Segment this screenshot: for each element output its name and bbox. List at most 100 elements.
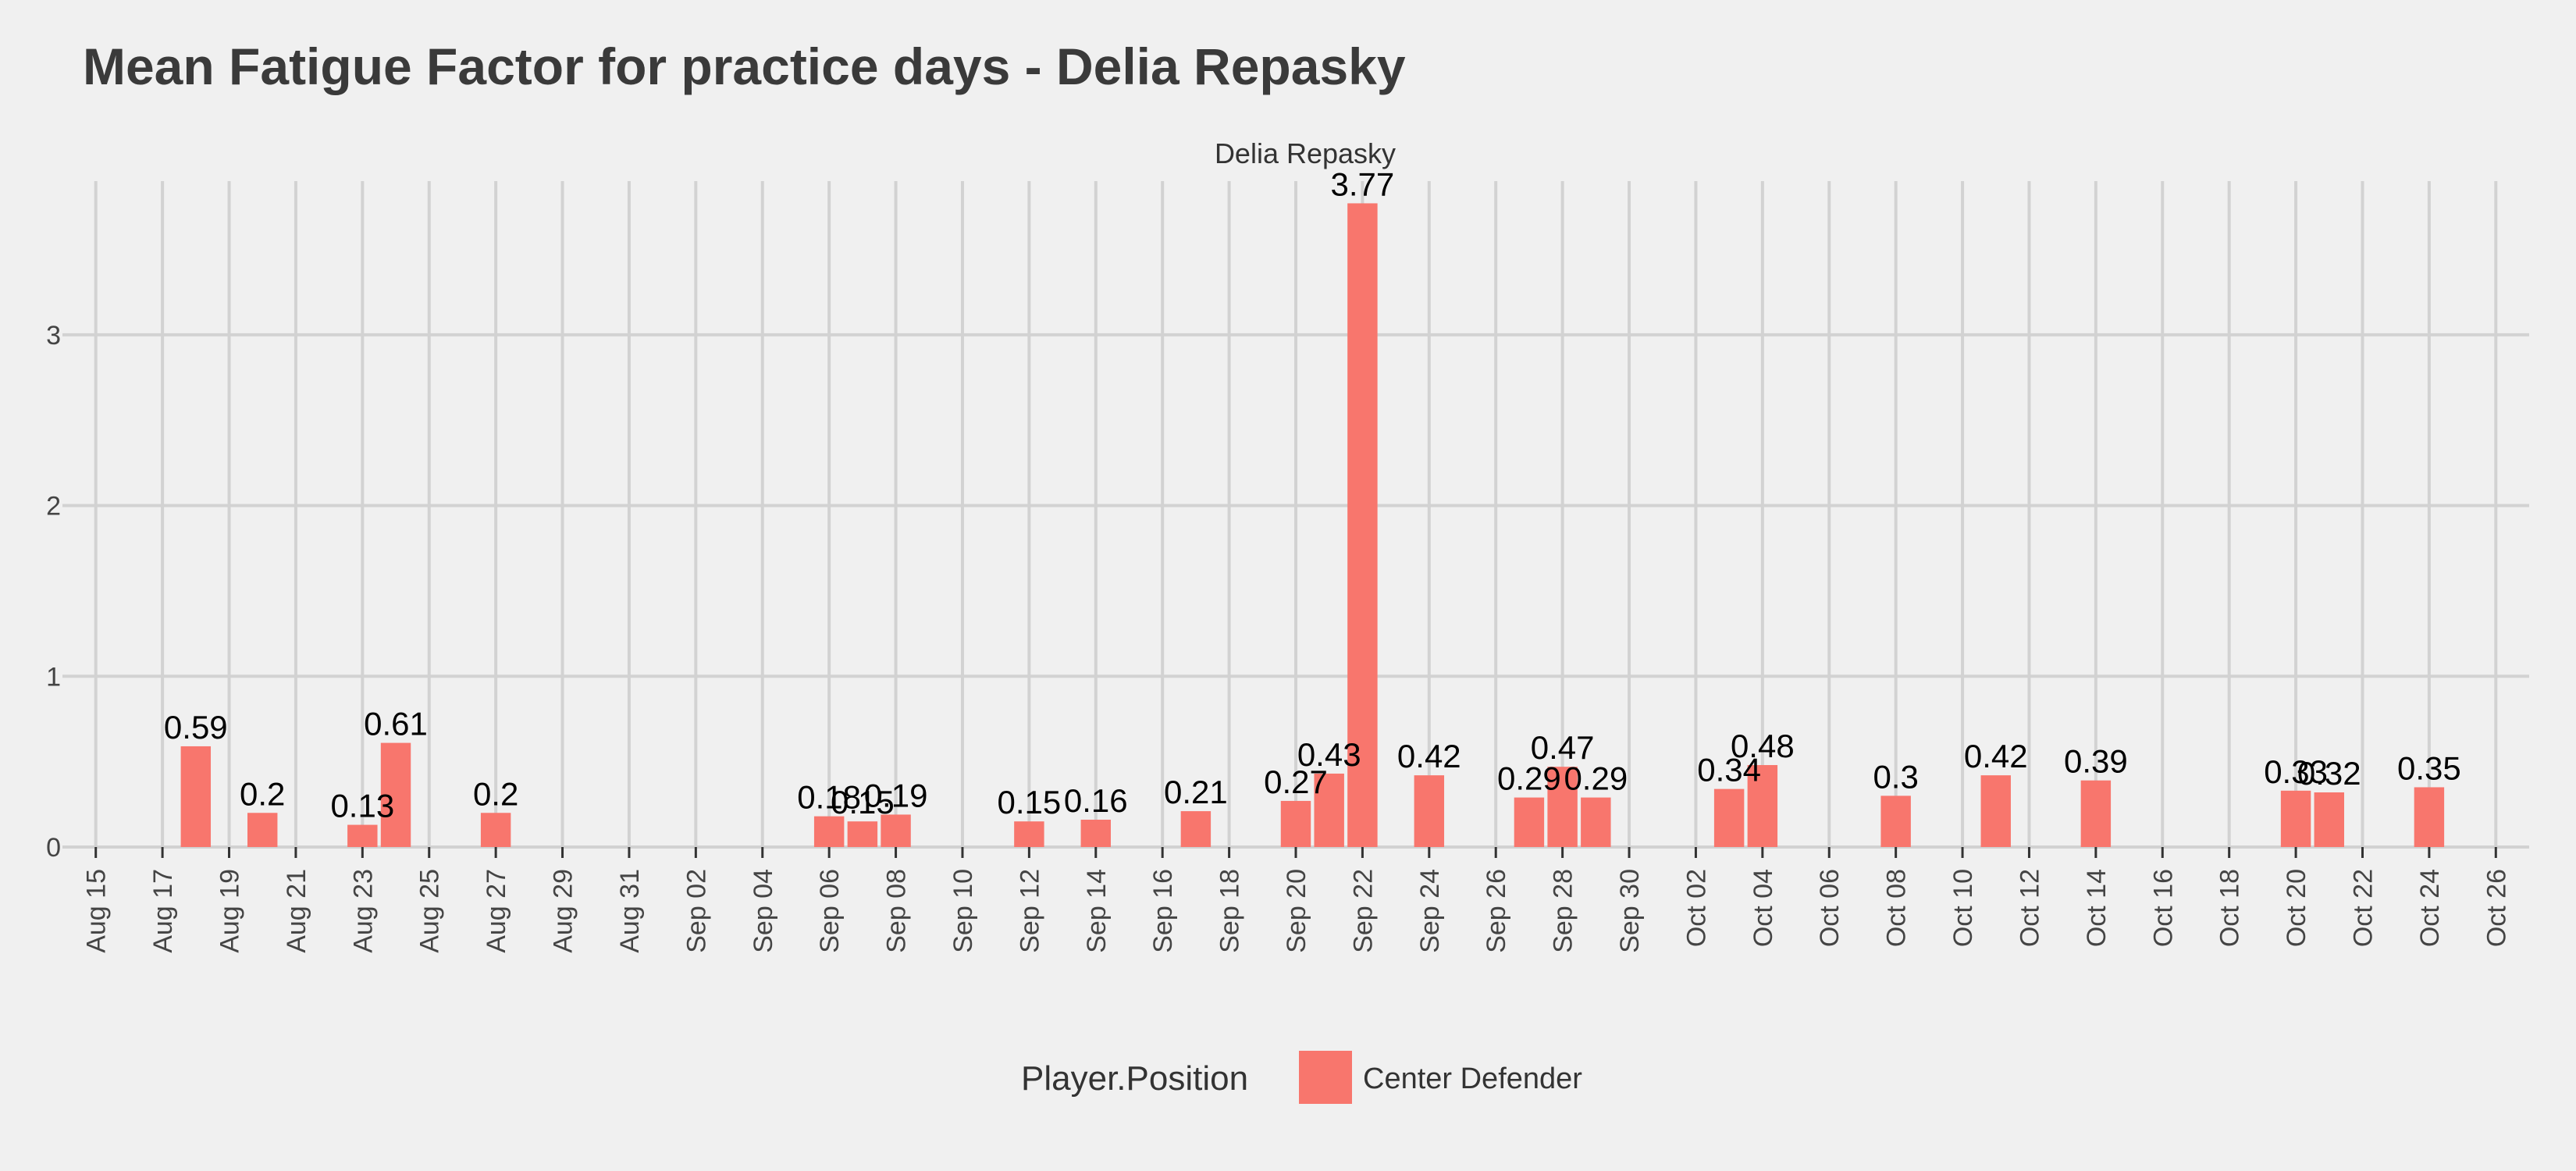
data-label: 0.18 xyxy=(797,779,861,816)
x-tick-label: Aug 19 xyxy=(215,869,245,953)
bar xyxy=(480,813,511,847)
bar xyxy=(1547,767,1578,847)
x-tick-label: Oct 14 xyxy=(2082,869,2112,947)
x-tick-label: Aug 25 xyxy=(415,869,445,953)
data-label: 0.21 xyxy=(1164,774,1228,810)
data-label: 0.34 xyxy=(1697,752,1761,788)
bar xyxy=(1347,203,1378,847)
y-tick-label: 3 xyxy=(46,321,61,351)
data-label: 0.29 xyxy=(1497,760,1561,797)
bar xyxy=(1180,811,1212,847)
data-label: 0.29 xyxy=(1564,760,1628,797)
x-tick-label: Oct 08 xyxy=(1882,869,1912,947)
x-tick-label: Sep 14 xyxy=(1082,869,1112,953)
x-tick-label: Oct 12 xyxy=(2015,869,2044,947)
x-tick-label: Oct 18 xyxy=(2215,869,2245,947)
bar xyxy=(247,813,278,847)
bar xyxy=(1514,797,1545,847)
data-label: 0.39 xyxy=(2064,743,2128,780)
bar xyxy=(2080,780,2112,847)
data-label: 0.32 xyxy=(2297,755,2361,792)
bar xyxy=(1747,765,1778,847)
bar xyxy=(1980,775,2011,847)
x-tick-label: Sep 16 xyxy=(1148,869,1178,953)
x-tick-label: Oct 20 xyxy=(2282,869,2311,947)
x-tick-label: Sep 12 xyxy=(1015,869,1044,953)
data-label: 0.48 xyxy=(1731,728,1795,764)
x-tick-label: Aug 27 xyxy=(482,869,511,953)
x-tick-label: Oct 04 xyxy=(1749,869,1778,947)
bar xyxy=(1080,820,1111,847)
data-label: 0.42 xyxy=(1964,738,2028,774)
bar xyxy=(2280,790,2311,847)
bar-series xyxy=(180,203,2445,847)
bar xyxy=(2314,792,2344,847)
data-label: 0.42 xyxy=(1397,738,1461,774)
bar xyxy=(1314,773,1344,847)
bar xyxy=(180,746,212,847)
data-label: 0.33 xyxy=(2264,753,2328,790)
data-label: 0.15 xyxy=(831,784,895,820)
bar xyxy=(881,814,911,847)
x-tick-label: Sep 30 xyxy=(1615,869,1645,953)
y-tick-label: 0 xyxy=(46,833,61,863)
bar xyxy=(1713,788,1745,847)
y-tick-label: 2 xyxy=(46,492,61,521)
x-tick-label: Oct 26 xyxy=(2482,869,2511,947)
x-tick-label: Aug 21 xyxy=(282,869,311,953)
y-tick-label: 1 xyxy=(46,662,61,692)
bar xyxy=(380,742,411,847)
bar xyxy=(2414,787,2445,847)
data-label: 0.47 xyxy=(1531,729,1595,766)
x-tick-label: Sep 02 xyxy=(681,869,711,953)
data-label: 0.3 xyxy=(1873,758,1918,795)
data-label: 0.2 xyxy=(240,775,285,812)
x-tick-label: Oct 24 xyxy=(2415,869,2445,947)
grid-lines xyxy=(62,181,2529,849)
x-tick-label: Sep 10 xyxy=(948,869,978,953)
x-tick-label: Sep 04 xyxy=(749,869,778,953)
x-tick-label: Sep 08 xyxy=(882,869,912,953)
x-tick-label: Aug 29 xyxy=(549,869,578,953)
bar xyxy=(847,821,878,847)
data-label: 0.15 xyxy=(998,784,1062,820)
chart-title: Mean Fatigue Factor for practice days - … xyxy=(83,37,1406,95)
data-label: 0.13 xyxy=(330,788,394,824)
x-tick-label: Oct 16 xyxy=(2148,869,2178,947)
legend-label: Center Defender xyxy=(1363,1062,1582,1095)
x-tick-label: Oct 22 xyxy=(2348,869,2378,947)
data-label: 0.61 xyxy=(364,706,428,742)
x-tick-label: Sep 24 xyxy=(1415,869,1445,953)
x-tick-label: Aug 17 xyxy=(148,869,178,953)
data-label: 0.35 xyxy=(2397,749,2461,786)
legend: Player.Position Center Defender xyxy=(1021,1051,1582,1104)
x-tick-label: Sep 28 xyxy=(1549,869,1578,953)
legend-title: Player.Position xyxy=(1021,1059,1248,1098)
bar xyxy=(1280,800,1311,847)
x-tick-label: Sep 06 xyxy=(815,869,845,953)
x-tick-label: Aug 15 xyxy=(82,869,112,953)
bar xyxy=(813,816,845,847)
data-labels: 0.590.2 0.130.610.2 0.180.150.19 0.15 0.16 0.… xyxy=(164,166,2461,824)
bar xyxy=(347,824,378,847)
x-tick-label: Sep 20 xyxy=(1282,869,1311,953)
bar xyxy=(1014,821,1044,847)
x-axis-ticks: Aug 15 Aug 17 Aug 19 Aug 21 Aug 23 Aug 25 Aug … xyxy=(82,847,2511,953)
data-label: 0.19 xyxy=(864,777,928,813)
x-tick-label: Sep 22 xyxy=(1348,869,1378,953)
x-tick-label: Oct 06 xyxy=(1815,869,1845,947)
data-label: 0.59 xyxy=(164,709,228,746)
data-label: 0.2 xyxy=(473,775,518,812)
x-tick-label: Aug 31 xyxy=(615,869,645,953)
x-tick-label: Oct 02 xyxy=(1681,869,1711,947)
bar xyxy=(1414,775,1445,847)
data-label: 3.77 xyxy=(1331,166,1395,202)
x-tick-label: Aug 23 xyxy=(348,869,378,953)
y-axis-ticks: 0 1 2 3 xyxy=(46,321,61,863)
data-label: 0.27 xyxy=(1264,763,1328,800)
x-tick-label: Sep 26 xyxy=(1482,869,1511,953)
x-tick-label: Oct 10 xyxy=(1948,869,1978,947)
data-label: 0.16 xyxy=(1064,782,1128,819)
legend-swatch xyxy=(1299,1051,1352,1104)
